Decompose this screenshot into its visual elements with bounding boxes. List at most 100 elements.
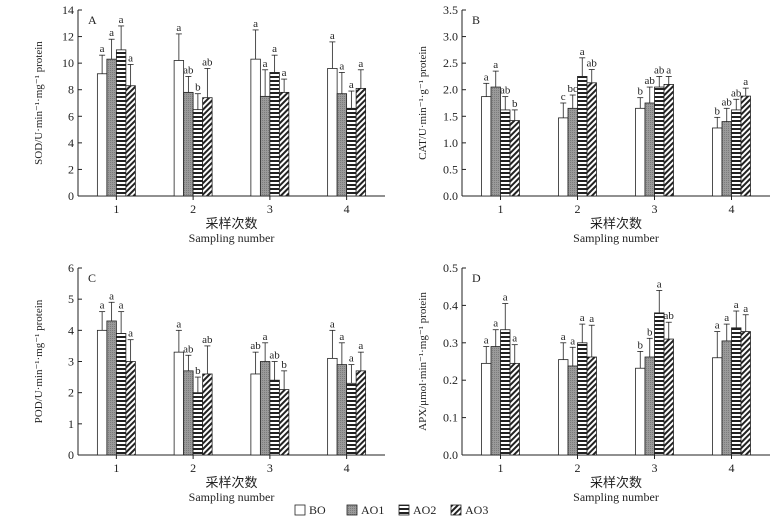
bar-ao3 — [663, 84, 674, 197]
bar-ao2 — [577, 76, 588, 197]
significance-label: a — [339, 331, 344, 343]
bar-bo — [712, 127, 723, 197]
significance-label: b — [281, 359, 287, 371]
x-axis-label-en: Sampling number — [573, 231, 659, 245]
significance-label: a — [580, 312, 585, 324]
bar-ao1 — [183, 91, 194, 197]
significance-label: ab — [269, 350, 280, 362]
significance-label: a — [743, 76, 748, 88]
significance-label: a — [358, 58, 363, 70]
bar-ao1 — [490, 346, 501, 456]
bar-ao2 — [192, 109, 204, 197]
bar-ao2 — [577, 342, 588, 456]
bar-ao1 — [721, 340, 732, 456]
x-tick-label: 1 — [113, 461, 119, 475]
significance-label: a — [109, 27, 114, 39]
y-axis-label: APX/μmol·min⁻¹·mg⁻¹ protein — [417, 292, 429, 431]
y-tick-label: 3 — [68, 355, 74, 369]
bar-ao2 — [115, 49, 127, 197]
panel-tag: B — [472, 13, 480, 27]
bar-ao1 — [721, 121, 732, 197]
y-tick-label: 0.0 — [443, 189, 458, 203]
bar-bo — [250, 373, 261, 456]
y-tick-label: 6 — [68, 261, 74, 275]
y-tick-label: 0.0 — [443, 448, 458, 462]
x-axis-label-en: Sampling number — [189, 490, 275, 504]
significance-label: ab — [500, 85, 511, 97]
bar-ao1 — [644, 102, 655, 197]
y-tick-label: 0.3 — [443, 336, 458, 350]
y-tick-label: 14 — [62, 3, 74, 17]
significance-label: a — [176, 318, 181, 330]
bar-bo — [327, 68, 338, 197]
legend-item-bo: BO — [294, 503, 326, 517]
y-tick-label: 1 — [68, 417, 74, 431]
y-tick-label: 0 — [68, 189, 74, 203]
bar-ao3 — [586, 356, 597, 456]
significance-label: c — [561, 91, 566, 103]
y-tick-label: 0 — [68, 448, 74, 462]
bar-ao1 — [259, 361, 271, 456]
bar-ao3 — [509, 120, 520, 197]
significance-label: ab — [587, 58, 598, 70]
legend: BO AO1 AO2 AO3 — [294, 503, 488, 517]
significance-label: a — [263, 58, 268, 70]
bar-ao1 — [567, 107, 578, 197]
bar-ao3 — [278, 389, 290, 456]
panel-tag: D — [472, 271, 481, 285]
legend-label: AO2 — [413, 503, 436, 517]
bar-ao3 — [740, 95, 751, 197]
bar-ao1 — [644, 356, 655, 456]
x-tick-label: 1 — [113, 202, 119, 216]
bar-ao1 — [567, 365, 578, 456]
panel-tag: C — [88, 271, 96, 285]
y-tick-label: 4 — [68, 136, 74, 150]
significance-label: a — [176, 22, 181, 34]
legend-item-ao1: AO1 — [346, 503, 384, 517]
bar-bo — [481, 96, 492, 197]
bar-ao3 — [740, 331, 751, 456]
bar-bo — [558, 359, 569, 456]
significance-label: ab — [183, 343, 194, 355]
y-tick-label: 1.0 — [443, 136, 458, 150]
legend-swatch — [398, 504, 410, 516]
x-axis-label-cn: 采样次数 — [205, 216, 257, 231]
bar-ao2 — [654, 312, 665, 456]
significance-label: a — [512, 333, 517, 345]
x-tick-label: 4 — [344, 461, 350, 475]
y-tick-label: 2 — [68, 386, 74, 400]
x-tick-label: 1 — [498, 461, 504, 475]
bar-bo — [96, 329, 108, 456]
significance-label: a — [109, 290, 114, 302]
significance-label: a — [734, 299, 739, 311]
significance-label: ab — [645, 75, 656, 87]
significance-label: b — [638, 86, 644, 98]
bar-ao2 — [269, 72, 280, 197]
bar-ao3 — [278, 91, 290, 197]
x-tick-label: 2 — [190, 461, 196, 475]
legend-label: AO1 — [361, 503, 384, 517]
x-tick-label: 3 — [267, 461, 273, 475]
x-axis-label-en: Sampling number — [189, 231, 275, 245]
significance-label: a — [666, 64, 671, 76]
chart-panel-b: 0.0 0.5 1.0 1.5 2.0 2.5 3.0 3.5 B CAT/U·min⁻¹·g⁻¹… — [417, 3, 770, 245]
bar-bo — [173, 351, 185, 456]
bar-bo — [635, 367, 646, 456]
x-tick-label: 2 — [575, 202, 581, 216]
bar-bo — [635, 107, 646, 197]
bar-bo — [173, 60, 185, 197]
legend-item-ao2: AO2 — [398, 503, 436, 517]
significance-label: a — [253, 18, 258, 30]
panel-tag: A — [88, 13, 97, 27]
y-axis-label: POD/U·min⁻¹·mg⁻¹ protein — [33, 299, 45, 423]
bar-ao2 — [500, 109, 511, 197]
y-tick-label: 2 — [68, 162, 74, 176]
y-tick-label: 2.0 — [443, 83, 458, 97]
significance-label: a — [493, 59, 498, 71]
bar-ao1 — [183, 370, 194, 456]
bar-bo — [712, 357, 723, 456]
x-axis-label-cn: 采样次数 — [205, 475, 257, 490]
legend-swatch — [450, 504, 462, 516]
significance-label: b — [195, 365, 201, 377]
